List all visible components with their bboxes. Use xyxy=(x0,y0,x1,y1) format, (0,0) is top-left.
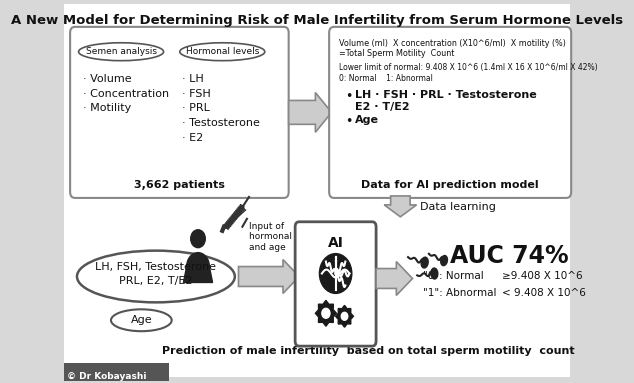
Text: · Testosterone: · Testosterone xyxy=(182,118,260,128)
FancyBboxPatch shape xyxy=(63,4,571,377)
Ellipse shape xyxy=(421,257,428,268)
Text: =Total Sperm Motility  Count: =Total Sperm Motility Count xyxy=(339,49,454,58)
Ellipse shape xyxy=(431,268,438,279)
Text: · Concentration: · Concentration xyxy=(83,88,169,98)
FancyBboxPatch shape xyxy=(329,27,571,198)
Text: · PRL: · PRL xyxy=(182,103,210,113)
Text: PRL, E2, T/E2: PRL, E2, T/E2 xyxy=(119,277,193,286)
Circle shape xyxy=(191,230,205,248)
FancyBboxPatch shape xyxy=(70,27,288,198)
Ellipse shape xyxy=(180,43,265,61)
Text: · LH: · LH xyxy=(182,74,204,83)
Text: Prediction of male infertility  based on total sperm motility  count: Prediction of male infertility based on … xyxy=(162,346,574,356)
Ellipse shape xyxy=(441,255,448,266)
Text: < 9.408 X 10^6: < 9.408 X 10^6 xyxy=(501,288,585,298)
Wedge shape xyxy=(186,253,209,267)
Text: 3,662 patients: 3,662 patients xyxy=(134,180,225,190)
Text: Hormonal levels: Hormonal levels xyxy=(186,47,259,56)
Text: LH · FSH · PRL · Testosterone: LH · FSH · PRL · Testosterone xyxy=(355,90,537,100)
Text: ≥9.408 X 10^6: ≥9.408 X 10^6 xyxy=(501,270,582,280)
Polygon shape xyxy=(335,305,353,327)
Circle shape xyxy=(320,254,352,293)
Text: Data for AI prediction model: Data for AI prediction model xyxy=(361,180,539,190)
Text: Data learning: Data learning xyxy=(420,202,496,212)
Polygon shape xyxy=(384,196,417,217)
Ellipse shape xyxy=(111,309,172,331)
Text: 0: Normal    1: Abnormal: 0: Normal 1: Abnormal xyxy=(339,74,433,83)
Text: "0": Normal: "0": Normal xyxy=(423,270,484,280)
Text: Age: Age xyxy=(355,115,379,125)
Text: · FSH: · FSH xyxy=(182,88,210,98)
Text: © Dr Kobayashi: © Dr Kobayashi xyxy=(67,372,146,381)
Text: · E2: · E2 xyxy=(182,133,203,143)
Text: Input of
hormonal levels
and age: Input of hormonal levels and age xyxy=(249,222,321,252)
Text: LH, FSH, Testosterone: LH, FSH, Testosterone xyxy=(95,262,216,272)
Text: · Motility: · Motility xyxy=(83,103,131,113)
Text: •: • xyxy=(346,90,353,103)
Polygon shape xyxy=(288,93,332,132)
Circle shape xyxy=(341,312,348,320)
Text: E2 · T/E2: E2 · T/E2 xyxy=(355,102,410,113)
Polygon shape xyxy=(238,260,299,293)
Text: Volume (ml)  X concentration (X10^6/ml)  X motility (%): Volume (ml) X concentration (X10^6/ml) X… xyxy=(339,39,566,48)
FancyBboxPatch shape xyxy=(295,222,376,346)
Circle shape xyxy=(322,308,330,318)
Text: AI: AI xyxy=(328,236,344,250)
FancyBboxPatch shape xyxy=(63,363,169,381)
Ellipse shape xyxy=(79,43,164,61)
Text: A New Model for Determining Risk of Male Infertility from Serum Hormone Levels: A New Model for Determining Risk of Male… xyxy=(11,14,623,27)
Text: Age: Age xyxy=(131,315,152,325)
Text: •: • xyxy=(346,115,353,128)
Polygon shape xyxy=(183,267,212,283)
Polygon shape xyxy=(376,262,413,295)
Text: Lower limit of normal: 9.408 X 10^6 (1.4ml X 16 X 10^6/ml X 42%): Lower limit of normal: 9.408 X 10^6 (1.4… xyxy=(339,63,597,72)
Text: Semen analysis: Semen analysis xyxy=(86,47,157,56)
Polygon shape xyxy=(315,300,337,326)
Text: AUC 74%: AUC 74% xyxy=(450,244,569,268)
Text: · Volume: · Volume xyxy=(83,74,132,83)
Text: "1": Abnormal: "1": Abnormal xyxy=(423,288,496,298)
Ellipse shape xyxy=(77,250,235,302)
